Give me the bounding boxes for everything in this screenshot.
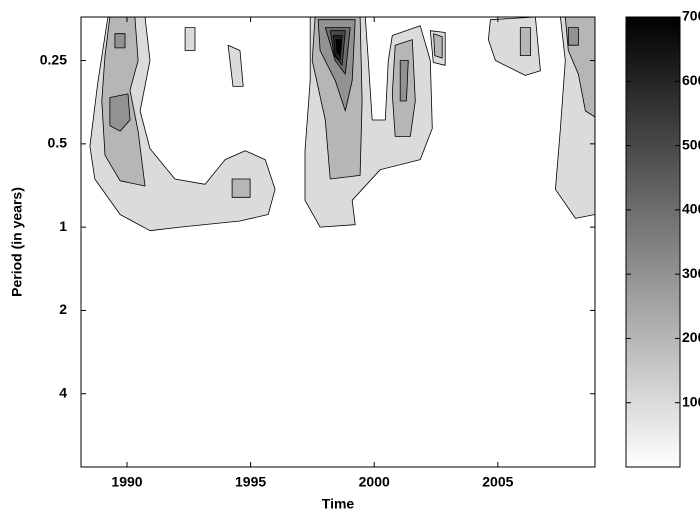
contour-region — [487, 17, 541, 76]
contour-region — [433, 33, 443, 59]
contour-region — [519, 27, 531, 56]
contour-region — [109, 93, 131, 132]
colorbar-tick-label: 600 — [682, 72, 700, 88]
x-tick-label: 2000 — [359, 474, 390, 490]
colorbar-tick-label: 200 — [682, 329, 700, 345]
contour-layer — [89, 17, 595, 232]
y-tick-label: 1 — [59, 218, 67, 234]
x-tick-label: 1995 — [235, 474, 266, 490]
plot-frame — [80, 16, 596, 468]
y-tick-label: 2 — [59, 301, 67, 317]
colorbar-tick-label: 400 — [682, 201, 700, 217]
contour-region — [567, 27, 579, 46]
y-tick-label: 0.25 — [40, 51, 67, 67]
y-tick-label: 0.5 — [48, 135, 68, 151]
x-axis-label: Time — [322, 496, 355, 512]
colorbar-tick-label: 300 — [682, 265, 700, 281]
y-tick-label: 4 — [59, 384, 67, 400]
colorbar — [625, 16, 681, 468]
contour-region — [114, 33, 126, 49]
colorbar-tick-label: 700 — [682, 8, 700, 24]
contour-region — [231, 178, 251, 198]
y-axis-label: Period (in years) — [9, 187, 25, 297]
x-tick-label: 2005 — [482, 474, 513, 490]
contour-region — [335, 39, 342, 56]
contour-region — [227, 44, 244, 87]
colorbar-tick-label: 500 — [682, 136, 700, 152]
colorbar-tick-label: 100 — [682, 393, 700, 409]
contour-region — [184, 27, 196, 51]
x-tick-label: 1990 — [111, 474, 142, 490]
contour-region — [399, 60, 409, 102]
